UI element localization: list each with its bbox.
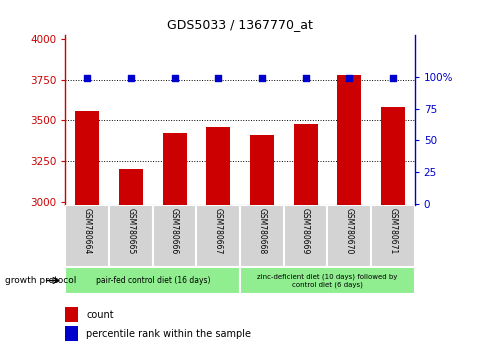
Point (127, 75, 135, 81)
Text: growth protocol: growth protocol (5, 276, 76, 285)
Point (170, 75, 178, 81)
Bar (240, 267, 414, 294)
Bar (370, 205, 414, 267)
Bar (65, 326, 77, 341)
Text: GSM780665: GSM780665 (126, 209, 135, 255)
Point (214, 75, 222, 81)
Point (301, 75, 309, 81)
Point (345, 75, 352, 81)
Text: zinc-deficient diet (10 days) followed by
control diet (6 days): zinc-deficient diet (10 days) followed b… (257, 274, 397, 287)
Bar (152, 205, 196, 267)
Text: GSM780664: GSM780664 (83, 209, 91, 255)
Bar (75, 110, 99, 354)
Text: percentile rank within the sample: percentile rank within the sample (86, 329, 251, 339)
Bar (162, 133, 186, 354)
Point (83, 75, 91, 81)
Bar (249, 135, 273, 354)
Text: pair-fed control diet (16 days): pair-fed control diet (16 days) (95, 276, 210, 285)
Bar (283, 205, 327, 267)
Text: GSM780669: GSM780669 (301, 209, 309, 255)
Bar (327, 205, 370, 267)
Text: count: count (86, 310, 114, 320)
Point (388, 75, 396, 81)
Title: GDS5033 / 1367770_at: GDS5033 / 1367770_at (167, 18, 312, 32)
Bar (293, 124, 317, 354)
Bar (336, 75, 361, 354)
Bar (119, 169, 143, 354)
Bar (65, 205, 109, 267)
Bar (206, 127, 230, 354)
Text: GSM780670: GSM780670 (344, 209, 353, 255)
Text: GSM780668: GSM780668 (257, 209, 266, 255)
Text: GSM780666: GSM780666 (170, 209, 179, 255)
Bar (65, 267, 240, 294)
Bar (380, 107, 404, 354)
Point (257, 75, 265, 81)
Bar (240, 205, 283, 267)
Bar (65, 307, 77, 322)
Text: GSM780671: GSM780671 (388, 209, 396, 255)
Bar (196, 205, 240, 267)
Bar (109, 205, 152, 267)
Text: GSM780667: GSM780667 (213, 209, 222, 255)
